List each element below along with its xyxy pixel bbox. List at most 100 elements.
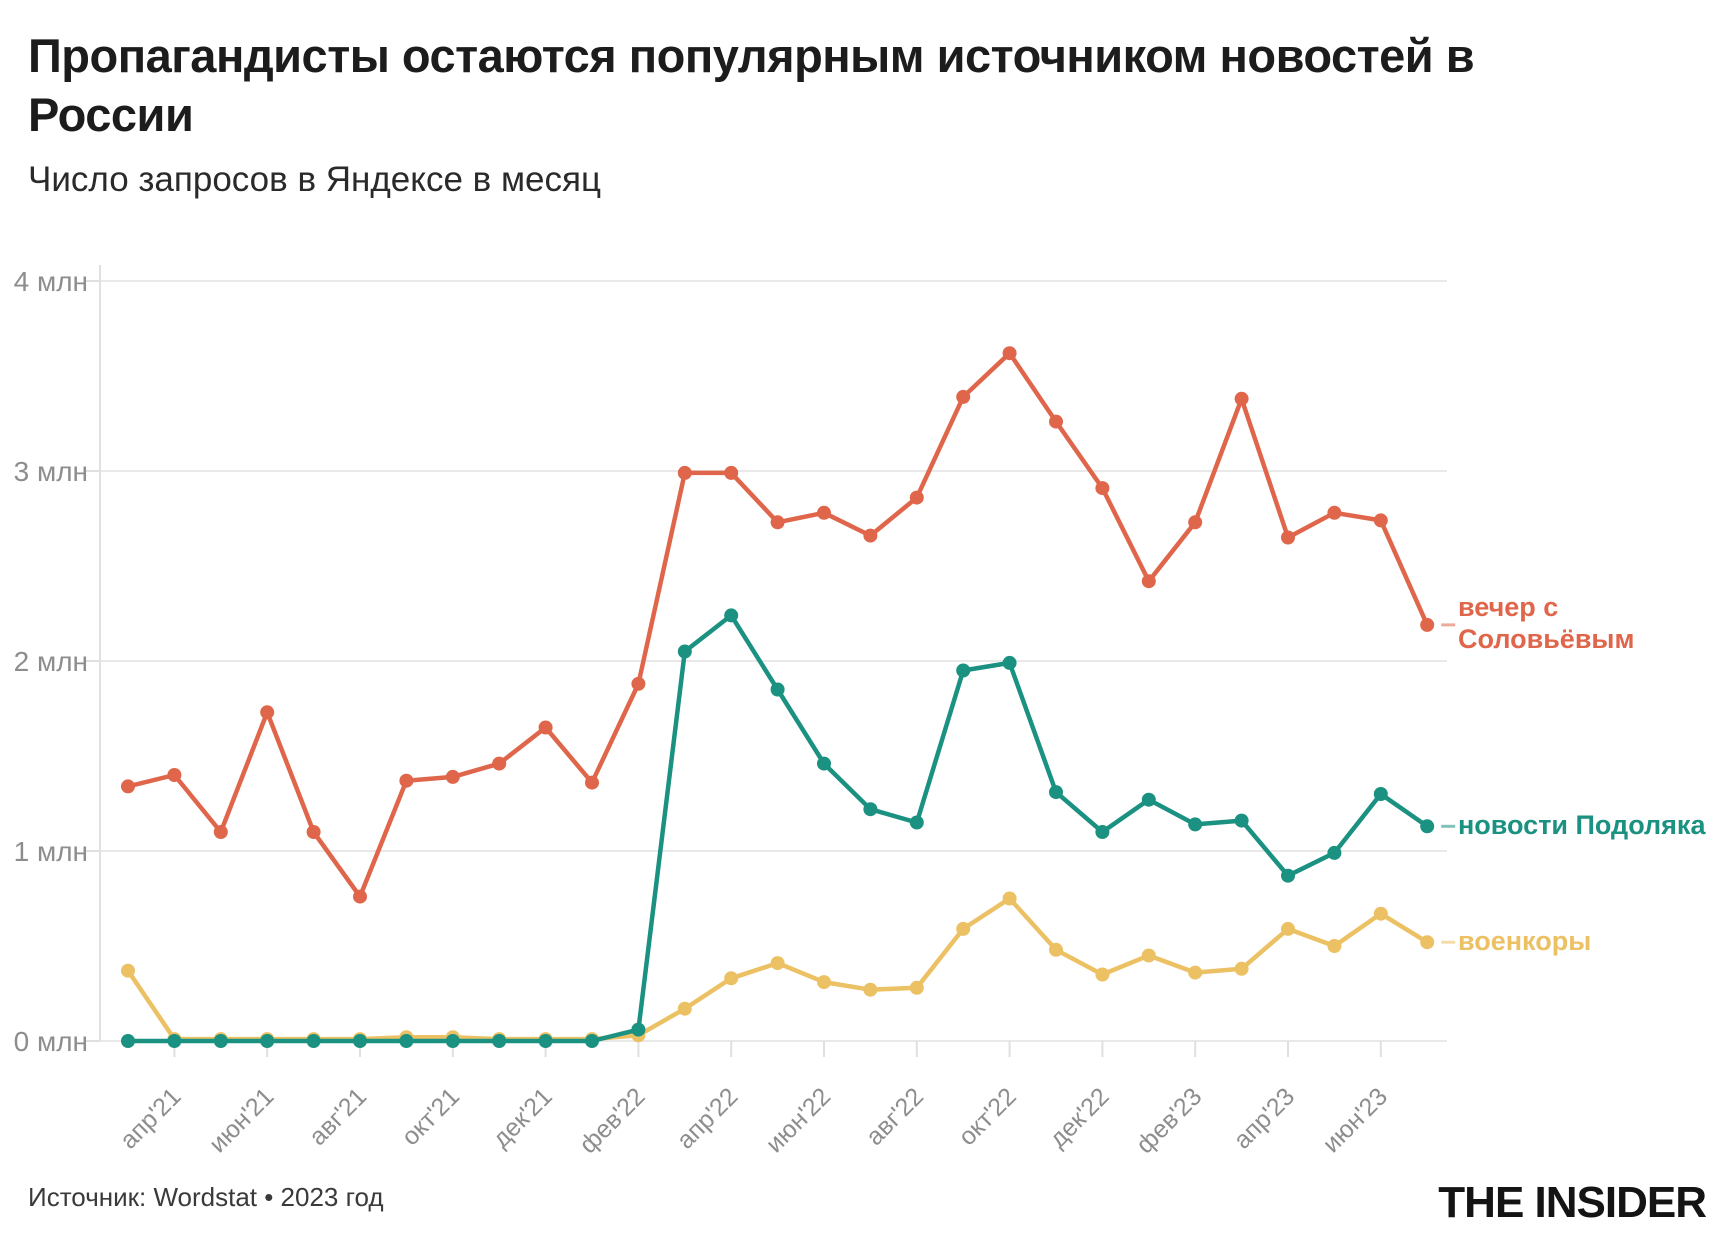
data-point xyxy=(863,802,878,817)
x-tick-label: окт'21 xyxy=(396,1082,465,1151)
data-point xyxy=(1281,530,1295,545)
data-point xyxy=(724,465,739,480)
series-line-1 xyxy=(125,613,1430,1044)
data-point xyxy=(1095,825,1110,839)
data-point xyxy=(1373,906,1388,921)
data-point xyxy=(1420,935,1435,950)
data-point xyxy=(260,705,275,720)
x-tick-label: авг'22 xyxy=(861,1082,930,1151)
the-insider-logo: THE INSIDER xyxy=(1438,1178,1707,1227)
data-point xyxy=(677,465,692,480)
data-point xyxy=(213,825,228,839)
data-point xyxy=(1373,513,1388,528)
legend-label-soloviev: вечер с Соловьёвым xyxy=(1458,592,1635,654)
data-point xyxy=(1327,939,1342,953)
data-point xyxy=(1141,948,1156,963)
data-point xyxy=(1373,787,1388,801)
data-point xyxy=(213,1034,228,1048)
data-point xyxy=(1234,961,1249,976)
x-tick-label: апр'22 xyxy=(671,1082,743,1154)
y-tick-label: 3 млн xyxy=(14,456,88,487)
data-point xyxy=(1095,481,1110,496)
data-point xyxy=(770,515,785,530)
data-point xyxy=(167,768,182,782)
source-caption: Источник: Wordstat • 2023 год xyxy=(28,1182,384,1212)
data-point xyxy=(724,608,739,623)
data-point xyxy=(306,1034,321,1048)
x-tick-label: апр'21 xyxy=(115,1082,187,1154)
data-point xyxy=(1420,819,1435,834)
y-tick-label: 4 млн xyxy=(14,266,88,297)
data-point xyxy=(353,889,367,904)
data-point xyxy=(817,756,831,771)
data-point xyxy=(492,756,507,771)
data-point xyxy=(306,825,321,839)
y-tick-label: 2 млн xyxy=(14,646,88,677)
data-point xyxy=(260,1034,275,1048)
data-point xyxy=(770,956,785,971)
data-point xyxy=(1049,414,1063,429)
data-point xyxy=(1327,505,1342,520)
data-point xyxy=(724,971,739,986)
x-tick-label: апр'23 xyxy=(1228,1082,1300,1154)
x-tick-label: дек'21 xyxy=(487,1082,558,1153)
data-point xyxy=(585,775,599,790)
data-point xyxy=(956,389,971,404)
data-point xyxy=(538,720,553,735)
data-point xyxy=(167,1034,182,1048)
data-point xyxy=(631,1022,646,1037)
x-tick-label: июн'22 xyxy=(761,1082,837,1158)
data-point xyxy=(677,1001,692,1016)
data-point xyxy=(585,1034,599,1048)
data-point xyxy=(1420,617,1435,632)
data-point xyxy=(399,773,414,788)
data-point xyxy=(1188,817,1203,832)
data-point xyxy=(1002,891,1017,906)
data-point xyxy=(353,1034,367,1048)
data-point xyxy=(121,963,135,978)
data-point xyxy=(1095,967,1110,982)
data-point xyxy=(121,1034,135,1048)
data-point xyxy=(492,1034,507,1048)
data-point xyxy=(909,490,924,505)
data-point xyxy=(1141,792,1156,807)
data-point xyxy=(1188,515,1203,530)
y-tick-label: 1 млн xyxy=(14,836,88,867)
data-point xyxy=(909,815,924,830)
data-point xyxy=(1281,921,1295,936)
data-point xyxy=(1002,655,1017,670)
data-point xyxy=(1234,391,1249,406)
page-subtitle: Число запросов в Яндексе в месяц xyxy=(28,160,602,199)
data-point xyxy=(677,644,692,659)
data-point xyxy=(1141,574,1156,589)
x-tick-label: дек'22 xyxy=(1044,1082,1115,1153)
x-tick-label: июн'21 xyxy=(204,1082,280,1158)
data-point xyxy=(909,980,924,995)
data-point xyxy=(1188,965,1203,980)
x-tick-label: июн'23 xyxy=(1317,1082,1393,1158)
data-point xyxy=(863,528,878,543)
x-tick-label: окт'22 xyxy=(953,1082,1022,1151)
y-tick-label: 0 млн xyxy=(14,1026,88,1057)
page-title: Пропагандисты остаются популярным источн… xyxy=(28,29,1475,142)
legend-label-voenkory: военкоры xyxy=(1458,926,1592,956)
data-point xyxy=(538,1034,553,1048)
data-point xyxy=(817,505,831,520)
data-point xyxy=(445,769,460,784)
legend-label-podolyaka: новости Подоляка xyxy=(1458,810,1706,840)
data-point xyxy=(817,975,831,990)
data-point xyxy=(631,676,646,691)
data-point xyxy=(770,682,785,697)
data-point xyxy=(1049,942,1063,957)
x-tick-label: авг'21 xyxy=(304,1082,373,1151)
data-point xyxy=(956,663,971,678)
data-point xyxy=(1049,785,1063,800)
data-point xyxy=(399,1034,414,1048)
data-point xyxy=(1234,813,1249,828)
data-point xyxy=(1002,346,1017,361)
x-tick-label: фев'23 xyxy=(1131,1082,1208,1159)
data-point xyxy=(1327,845,1342,860)
x-tick-label: фев'22 xyxy=(574,1082,651,1159)
data-point xyxy=(1281,868,1295,883)
